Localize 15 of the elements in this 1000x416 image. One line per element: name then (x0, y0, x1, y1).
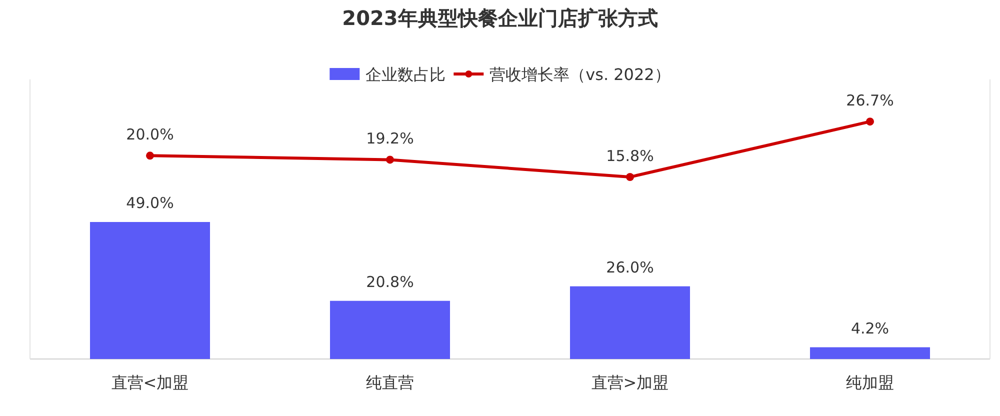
data-label: 20.8% (366, 272, 414, 291)
legend-label: 企业数占比 (366, 65, 446, 84)
data-label: 4.2% (850, 319, 890, 338)
data-label: 26.0% (606, 258, 654, 276)
title: 2023年典型快餐企业门店扩张方式 (342, 6, 658, 30)
x-tick-label: 直营<加盟 (111, 373, 189, 392)
x-tick-label: 直营>加盟 (591, 373, 669, 392)
legend-label: 营收增长率（vs. 2022） (490, 65, 670, 84)
data-label: 20.0% (126, 126, 174, 144)
data-label: 49.0% (126, 194, 174, 212)
x-tick-label: 纯直营 (366, 373, 414, 392)
data-label: 26.7% (846, 92, 894, 110)
x-tick-label: 纯加盟 (846, 373, 894, 392)
data-label: 19.2% (366, 130, 414, 148)
data-label: 15.8% (606, 147, 654, 165)
